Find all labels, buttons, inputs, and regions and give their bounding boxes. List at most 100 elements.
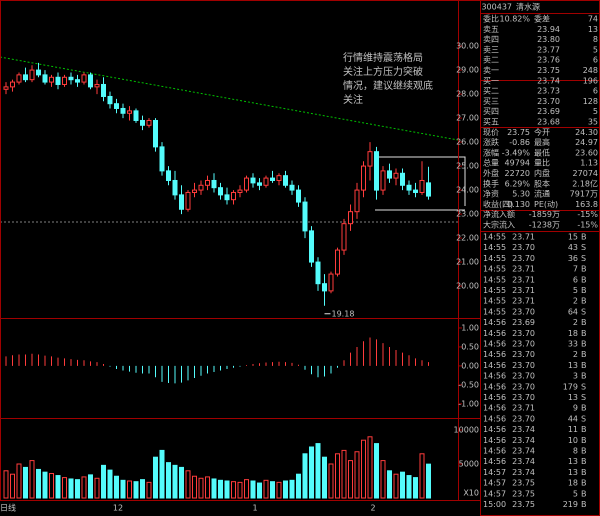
quote-value: 7917万 [570, 190, 598, 199]
trade-time: 15:00 [483, 500, 506, 509]
quote-value: 0.130 [507, 200, 530, 209]
volume-bar [296, 473, 301, 499]
trade-volume: 2 [573, 350, 578, 359]
trade-side: B [581, 350, 587, 359]
volume-bar [341, 449, 347, 499]
volume-bar [302, 453, 308, 499]
trade-price: 23.70 [512, 361, 535, 370]
volume-bar [120, 479, 126, 499]
candle-body [250, 177, 256, 184]
volume-bar [23, 466, 28, 499]
trade-side: B [581, 489, 587, 498]
quote-label: 委比 [483, 14, 499, 24]
low-label: 19.18 [332, 309, 355, 318]
trade-volume: 33 [568, 340, 578, 349]
volume-bar [127, 480, 132, 499]
volume-bar [400, 471, 405, 499]
candle-body [81, 74, 87, 83]
trade-time: 14:56 [483, 350, 506, 359]
quote-label: 净流入额 [483, 209, 515, 219]
trade-price: 23.70 [512, 340, 535, 349]
macd-tick-label: 0.00 [461, 361, 479, 370]
quote-value: 24.30 [575, 128, 598, 137]
trade-time: 14:56 [483, 414, 506, 423]
volume-bar [257, 482, 262, 499]
candle-body [393, 172, 399, 179]
trade-volume: 9 [573, 404, 578, 413]
quote-label: 量比 [534, 158, 550, 168]
trade-volume: 2 [573, 297, 578, 306]
stock-code: 300437 [481, 3, 512, 12]
trade-price: 23.70 [512, 393, 535, 402]
trade-price: 23.71 [512, 265, 535, 274]
quote-value: 23.60 [575, 148, 598, 157]
trade-volume: 219 [563, 500, 578, 509]
quote-value: 5 [593, 107, 598, 116]
quote-value: 22720 [505, 169, 530, 178]
candle-body [419, 179, 425, 193]
candle-body [153, 119, 158, 148]
volume-bar [354, 451, 360, 499]
quote-value: -1238万 [529, 221, 560, 230]
volume-bar [205, 476, 210, 499]
quote-label: 卖二 [483, 56, 499, 65]
trade-time: 14:56 [483, 372, 506, 381]
quote-label: 现价 [483, 128, 499, 137]
candle-body [426, 182, 431, 197]
quote-label: 大宗流入 [483, 220, 515, 230]
quote-label: 最高 [534, 137, 550, 147]
quote-label: 卖五 [483, 25, 499, 34]
trade-side: B [581, 425, 587, 434]
candle-body [296, 189, 301, 203]
volume-bar [166, 462, 171, 499]
trade-side: S [581, 307, 586, 316]
trade-volume: 13 [568, 468, 578, 477]
quote-label: 委差 [534, 14, 550, 24]
trade-volume: 5 [573, 489, 578, 498]
price-tick-label: 27.00 [456, 114, 479, 123]
price-tick-label: 24.00 [456, 186, 479, 195]
trade-price: 23.71 [512, 233, 535, 242]
trade-time: 14:56 [483, 318, 506, 327]
candle-body [16, 74, 22, 83]
price-tick-label: 28.00 [456, 90, 479, 99]
trade-volume: 15 [568, 233, 578, 242]
quote-label: 今开 [534, 127, 550, 137]
quote-value: -15% [577, 210, 598, 219]
trade-side: B [581, 468, 587, 477]
volume-bar [107, 469, 113, 499]
trade-time: 14:56 [483, 393, 506, 402]
quote-value: 23.77 [537, 45, 560, 54]
macd-tick-label: 1.00 [461, 323, 479, 332]
volume-bar [81, 476, 87, 499]
quote-label: 流通 [534, 189, 550, 199]
candle-body [36, 69, 41, 76]
volume-bar [374, 443, 379, 499]
candle-body [263, 177, 269, 186]
trade-time: 14:56 [483, 404, 506, 413]
trade-time: 14:56 [483, 447, 506, 456]
volume-bar [367, 436, 373, 499]
volume-bar [244, 479, 249, 499]
candle-body [276, 175, 282, 181]
quote-value: 13 [588, 25, 598, 34]
marker-line [375, 156, 466, 206]
quote-value: 8 [593, 35, 598, 44]
trade-volume: 6 [573, 275, 578, 284]
candle-body [140, 119, 145, 126]
candle-body [107, 95, 113, 105]
volume-bar [419, 453, 425, 499]
volume-bar [361, 439, 366, 499]
quote-value: 5 [593, 45, 598, 54]
trade-volume: 179 [563, 382, 578, 391]
trade-side: B [581, 500, 587, 509]
trade-side: B [581, 404, 587, 413]
volume-bar [146, 481, 152, 499]
candle-body [380, 170, 386, 191]
candle-body [62, 76, 67, 85]
volume-bar [179, 466, 184, 499]
quote-label: 买四 [483, 107, 499, 116]
trade-time: 14:57 [483, 468, 506, 477]
price-tick-label: 26.00 [456, 138, 479, 147]
candle-body [192, 189, 197, 193]
